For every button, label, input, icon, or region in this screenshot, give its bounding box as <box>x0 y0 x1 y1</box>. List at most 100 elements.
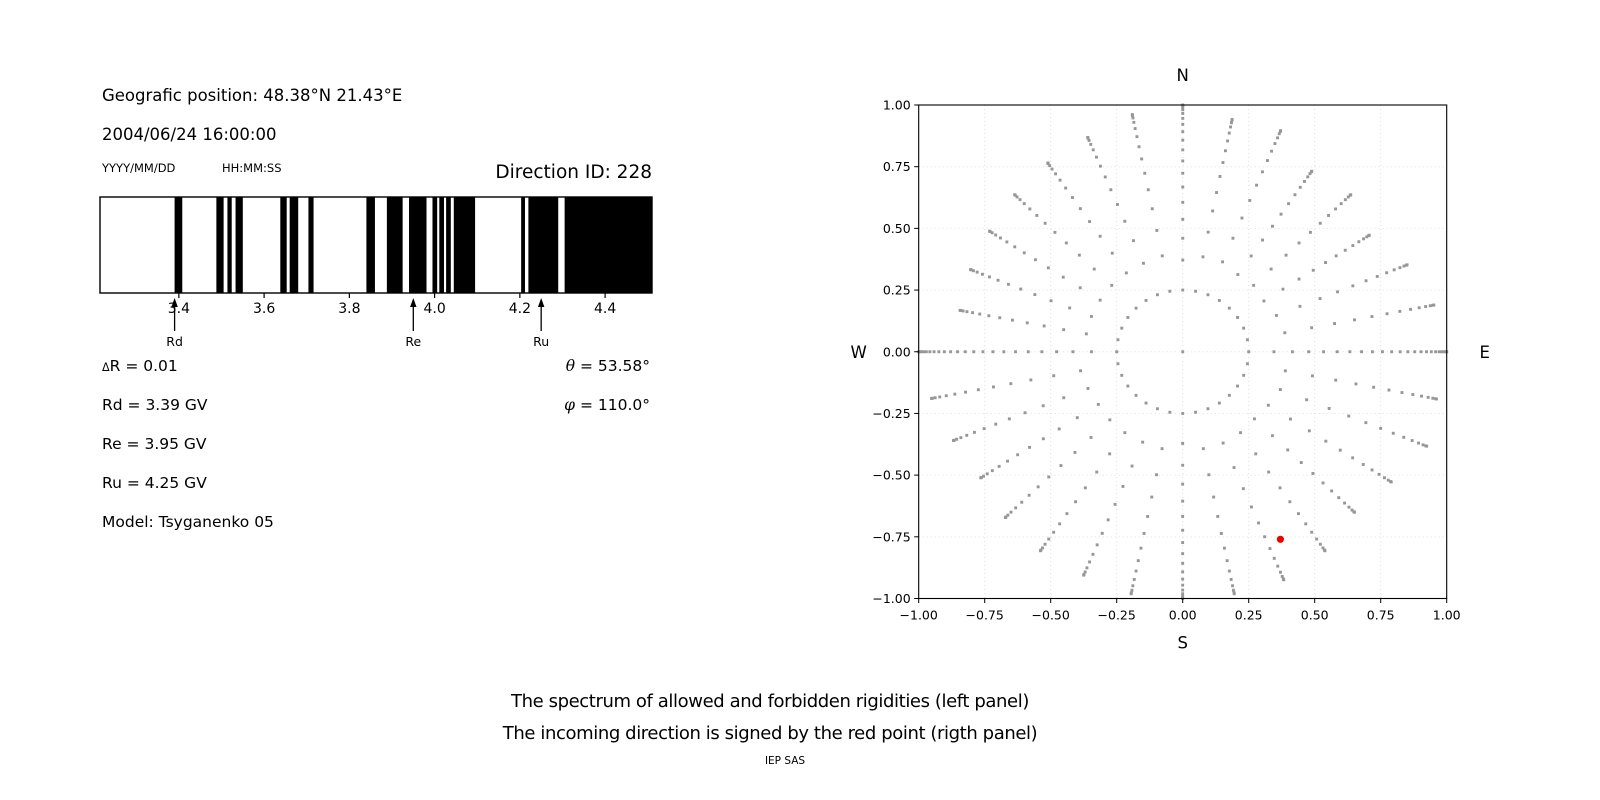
y-tick-label: 1.00 <box>883 98 911 113</box>
direction-dot <box>1160 254 1164 258</box>
re-marker-label: Re <box>405 334 421 349</box>
direction-dot <box>1275 314 1278 317</box>
direction-dot <box>1442 350 1446 354</box>
direction-dot <box>1181 552 1185 556</box>
direction-dot <box>1323 549 1327 553</box>
direction-dot <box>1009 382 1013 386</box>
direction-dot <box>1194 289 1197 293</box>
direction-dot <box>1058 522 1062 526</box>
direction-dot <box>949 350 953 354</box>
direction-dot <box>1013 245 1017 249</box>
direction-dot <box>1181 122 1185 126</box>
direction-dot <box>1035 214 1039 217</box>
direction-dot <box>1278 486 1282 490</box>
direction-dot <box>1041 404 1045 408</box>
direction-dot <box>1263 535 1267 539</box>
time-format-hint: HH:MM:SS <box>222 161 282 175</box>
direction-dot <box>1026 350 1030 354</box>
direction-dot <box>1371 350 1374 354</box>
theta-symbol: θ <box>565 357 576 375</box>
direction-dot <box>1227 569 1231 573</box>
direction-dot <box>1181 217 1185 221</box>
spectrum-frame <box>99 196 653 294</box>
direction-dot <box>997 464 1001 468</box>
direction-dot <box>928 350 932 354</box>
direction-dot <box>1181 577 1185 581</box>
direction-dot <box>1108 418 1112 422</box>
x-tick-label: −1.00 <box>900 608 938 623</box>
direction-dot <box>1181 258 1185 262</box>
rigidity-band <box>366 197 375 293</box>
direction-dot <box>1042 324 1046 328</box>
direction-dot <box>1267 470 1271 474</box>
tick-label: 3.6 <box>253 301 275 317</box>
direction-dot <box>1227 131 1231 135</box>
direction-dot <box>1266 159 1269 162</box>
direction-dot <box>1217 299 1221 302</box>
direction-dot <box>1334 207 1337 211</box>
re-arrowhead <box>410 298 417 307</box>
x-tick-label: 0.25 <box>1235 608 1263 623</box>
direction-dot <box>1287 202 1290 206</box>
direction-dot <box>1181 108 1185 112</box>
direction-dot <box>1434 350 1437 354</box>
direction-dot <box>1304 522 1308 526</box>
direction-dot <box>1406 350 1410 354</box>
direction-dot <box>1099 164 1102 168</box>
direction-dot <box>1053 230 1057 234</box>
y-tick-label: 0.00 <box>883 344 911 359</box>
direction-dot <box>1425 444 1429 448</box>
direction-dot <box>1120 326 1124 330</box>
direction-dot <box>1109 188 1113 192</box>
delta-rest: R = 0.01 <box>109 357 178 375</box>
direction-dot <box>1273 142 1277 145</box>
direction-dot <box>1088 560 1091 564</box>
model-label: Model: Tsyganenko 05 <box>102 513 274 531</box>
direction-dot <box>1252 283 1256 287</box>
direction-dot <box>1110 283 1114 287</box>
direction-dot <box>978 312 982 316</box>
direction-dot <box>1006 459 1009 463</box>
y-tick-label: −0.75 <box>872 529 910 544</box>
direction-dot <box>924 350 928 354</box>
direction-dot <box>1232 588 1235 592</box>
direction-dot <box>1223 546 1226 550</box>
direction-dot <box>1087 139 1091 142</box>
direction-dot <box>1398 309 1402 313</box>
direction-dot <box>1046 266 1050 270</box>
direction-id-label: Direction ID: 228 <box>495 162 652 183</box>
direction-dot <box>1144 299 1148 302</box>
tick-label: 3.8 <box>338 301 360 317</box>
direction-dot <box>1181 541 1185 544</box>
direction-dot <box>1231 236 1235 240</box>
allowed-rigidity-bars <box>174 197 652 293</box>
direction-dot <box>996 278 1000 282</box>
direction-dot <box>1181 112 1185 115</box>
direction-dot <box>1429 350 1433 354</box>
direction-dot <box>1334 254 1338 258</box>
direction-dot <box>933 396 937 400</box>
geographic-position-label: Geografic position: 48.38°N 21.43°E <box>102 86 403 105</box>
direction-dot <box>1039 549 1042 553</box>
rigidity-band <box>453 197 476 293</box>
direction-dot <box>1132 239 1135 243</box>
direction-dot <box>1025 321 1029 325</box>
direction-dot <box>1206 407 1210 411</box>
direction-dot <box>1130 588 1134 592</box>
direction-dot <box>1402 435 1406 439</box>
direction-dot <box>1362 237 1365 241</box>
direction-dot <box>1283 369 1287 373</box>
spectrum-x-axis: 3.4 3.6 3.8 4.0 4.2 4.4 <box>168 293 616 317</box>
direction-dot <box>1181 463 1185 467</box>
direction-dot <box>1055 350 1059 354</box>
direction-dot <box>999 236 1002 240</box>
direction-dot <box>1124 271 1128 275</box>
direction-dot <box>1091 552 1095 556</box>
direction-dot <box>1088 220 1091 223</box>
direction-dot <box>1181 288 1185 292</box>
direction-dot <box>1370 468 1374 472</box>
direction-dot <box>1155 473 1158 477</box>
direction-dot <box>1343 501 1346 505</box>
direction-dot <box>1181 570 1185 574</box>
direction-dot <box>1350 508 1354 512</box>
